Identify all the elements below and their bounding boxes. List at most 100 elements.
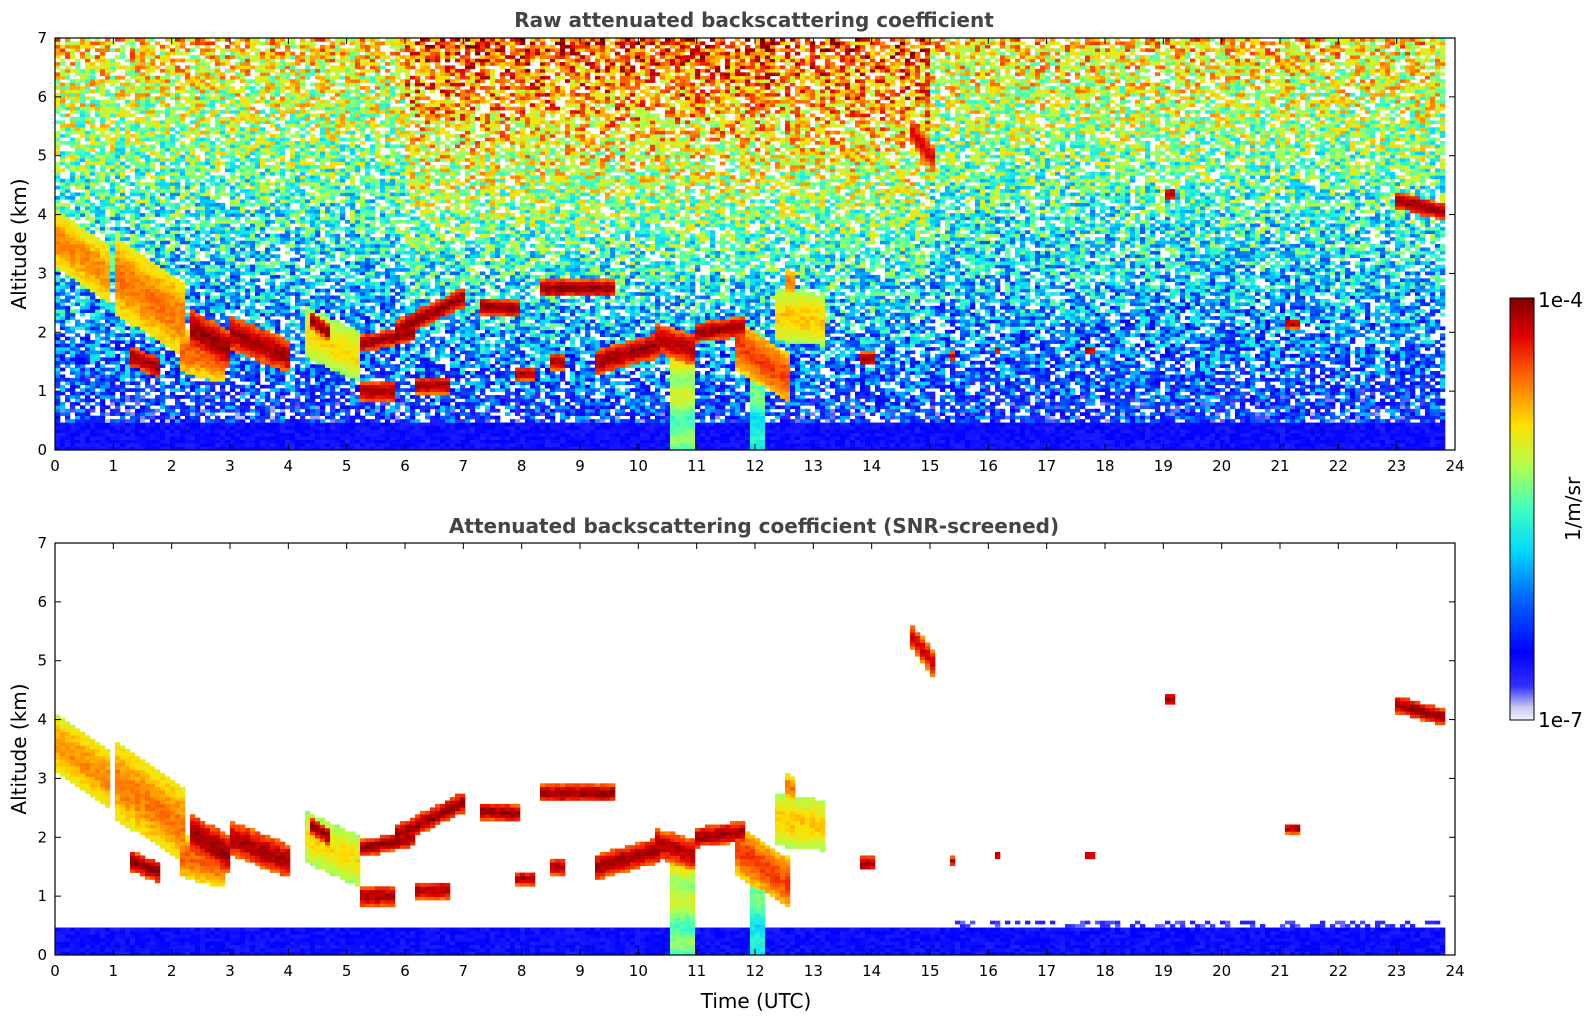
heatmap-cell — [150, 59, 155, 63]
heatmap-cell — [95, 254, 100, 258]
heatmap-cell — [295, 316, 300, 320]
heatmap-cell — [160, 416, 165, 420]
heatmap-cell — [290, 41, 295, 45]
heatmap-cell — [235, 134, 240, 138]
heatmap-cell — [225, 320, 230, 324]
heatmap-cell — [235, 344, 240, 348]
heatmap-cell — [275, 241, 280, 245]
heatmap-cell — [170, 52, 175, 56]
heatmap-cell — [65, 436, 70, 440]
heatmap-cell — [200, 330, 205, 334]
heatmap-cell — [225, 193, 230, 197]
heatmap-cell — [230, 124, 235, 128]
heatmap-cell — [270, 440, 275, 444]
heatmap-cell — [220, 86, 225, 90]
heatmap-cell — [130, 289, 135, 293]
heatmap-cell — [145, 162, 150, 166]
heatmap-cell — [160, 364, 165, 368]
heatmap-cell — [165, 440, 170, 444]
heatmap-cell — [300, 271, 305, 275]
heatmap-cell — [55, 196, 60, 200]
heatmap-cell — [295, 275, 300, 279]
heatmap-cell — [75, 323, 80, 327]
heatmap-cell — [110, 241, 115, 245]
heatmap-cell — [60, 258, 65, 262]
heatmap-cell — [120, 385, 125, 389]
heatmap-cell — [150, 69, 155, 73]
heatmap-cell — [55, 289, 60, 293]
heatmap-cell — [70, 302, 75, 306]
heatmap-cell — [190, 275, 195, 279]
heatmap-cell — [290, 162, 295, 166]
heatmap-cell — [95, 402, 100, 406]
heatmap-cell — [80, 409, 85, 413]
heatmap-cell — [240, 289, 245, 293]
heatmap-cell — [145, 289, 150, 293]
heatmap-cell — [75, 148, 80, 152]
heatmap-cell — [245, 426, 250, 430]
heatmap-cell — [100, 426, 105, 430]
heatmap-cell — [120, 258, 125, 262]
heatmap-cell — [115, 326, 120, 330]
heatmap-cell — [95, 110, 100, 114]
heatmap-cell — [225, 261, 230, 265]
heatmap-cell — [275, 395, 280, 399]
heatmap-cell — [250, 86, 255, 90]
heatmap-cell — [280, 261, 285, 265]
heatmap-cell — [285, 268, 290, 272]
heatmap-cell — [210, 385, 215, 389]
heatmap-cell — [125, 381, 130, 385]
heatmap-cell — [85, 186, 90, 190]
heatmap-cell — [195, 340, 200, 344]
heatmap-cell — [185, 436, 190, 440]
heatmap-cell — [285, 371, 290, 375]
heatmap-cell — [260, 429, 265, 433]
heatmap-cell — [275, 41, 280, 45]
heatmap-cell — [110, 368, 115, 372]
heatmap-cell — [200, 76, 205, 80]
heatmap-cell — [190, 151, 195, 155]
heatmap-cell — [100, 371, 105, 375]
heatmap-cell — [80, 244, 85, 248]
heatmap-cell — [180, 326, 185, 330]
heatmap-cell — [140, 268, 145, 272]
heatmap-cell — [135, 131, 140, 135]
heatmap-cell — [295, 299, 300, 303]
heatmap-cell — [100, 412, 105, 416]
heatmap-cell — [155, 76, 160, 80]
heatmap-cell — [85, 151, 90, 155]
heatmap-cell — [85, 41, 90, 45]
heatmap-cell — [165, 127, 170, 131]
heatmap-cell — [85, 395, 90, 399]
heatmap-cell — [135, 374, 140, 378]
heatmap-cell — [305, 302, 310, 306]
heatmap-cell — [130, 59, 135, 63]
heatmap-cell — [145, 296, 150, 300]
heatmap-cell — [215, 72, 220, 76]
heatmap-cell — [180, 268, 185, 272]
heatmap-cell — [220, 350, 225, 354]
heatmap-cell — [145, 90, 150, 94]
heatmap-cell — [205, 76, 210, 80]
heatmap-cell — [70, 138, 75, 142]
heatmap-cell — [215, 378, 220, 382]
heatmap-cell — [295, 251, 300, 255]
heatmap-cell — [125, 306, 130, 310]
heatmap-cell — [195, 203, 200, 207]
heatmap-cell — [230, 368, 235, 372]
heatmap-cell — [55, 292, 60, 296]
heatmap-cell — [160, 326, 165, 330]
heatmap-cell — [70, 405, 75, 409]
heatmap-cell — [205, 436, 210, 440]
heatmap-cell — [110, 409, 115, 413]
heatmap-cell — [250, 364, 255, 368]
heatmap-cell — [115, 114, 120, 118]
heatmap-cell — [255, 333, 260, 337]
heatmap-cell — [140, 138, 145, 142]
heatmap-cell — [240, 271, 245, 275]
heatmap-cell — [225, 234, 230, 238]
heatmap-cell — [145, 237, 150, 241]
heatmap-cell — [70, 79, 75, 83]
heatmap-cell — [290, 258, 295, 262]
heatmap-cell — [200, 90, 205, 94]
